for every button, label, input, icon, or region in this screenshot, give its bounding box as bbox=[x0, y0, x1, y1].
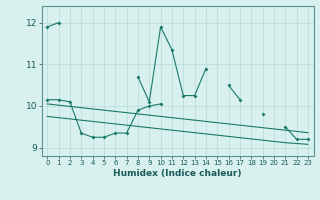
X-axis label: Humidex (Indice chaleur): Humidex (Indice chaleur) bbox=[113, 169, 242, 178]
